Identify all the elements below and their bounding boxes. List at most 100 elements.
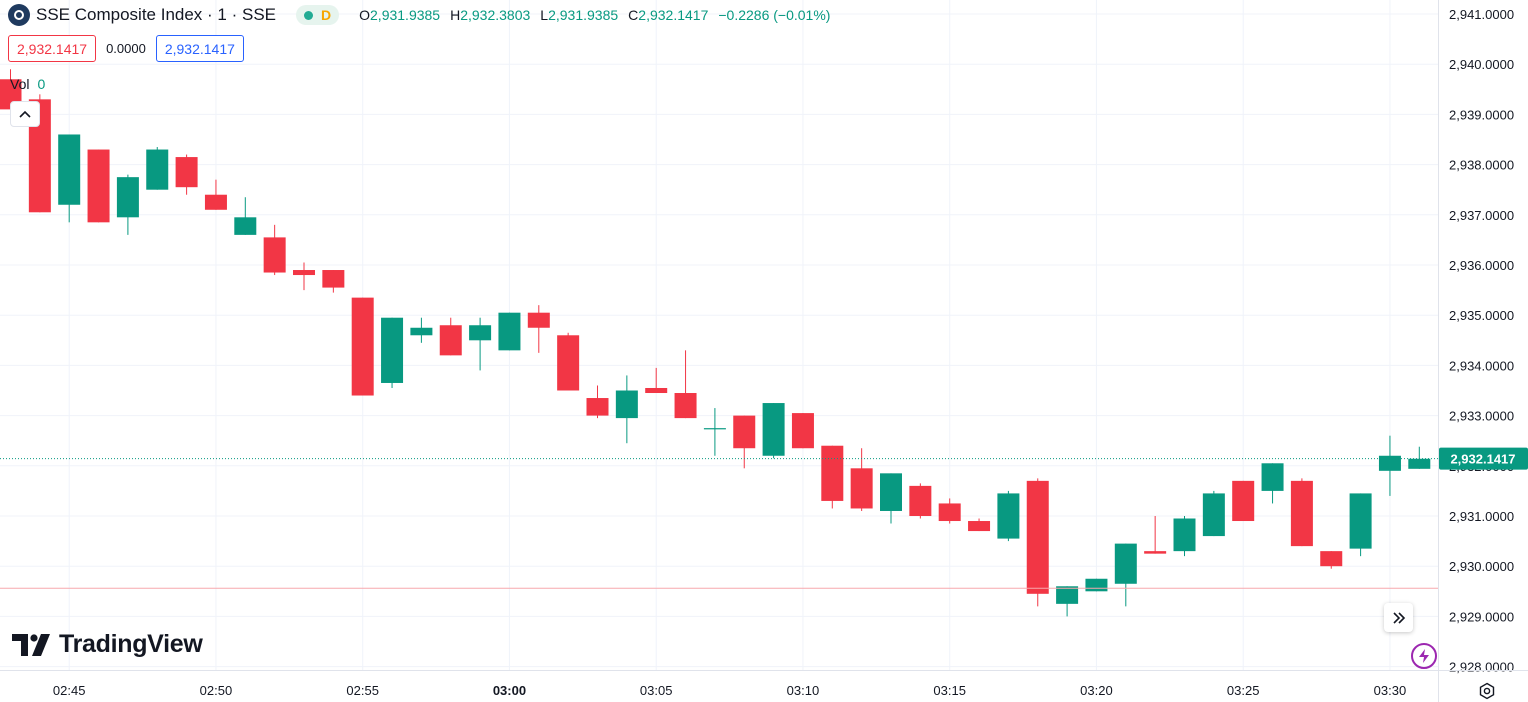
candle: [909, 483, 932, 519]
candle: [1408, 446, 1431, 469]
candle-body: [1261, 463, 1284, 491]
candle-body: [1056, 586, 1079, 604]
y-tick-label: 2,941.0000: [1449, 7, 1514, 22]
lightning-bolt-button[interactable]: [1411, 643, 1437, 669]
volume-label: Vol: [10, 76, 30, 92]
y-tick-label: 2,935.0000: [1449, 308, 1514, 323]
candle: [1114, 543, 1137, 607]
candle-body: [146, 149, 169, 190]
candle: [146, 147, 169, 190]
candle-body: [1173, 518, 1196, 552]
candle: [439, 317, 462, 356]
y-tick-label: 2,933.0000: [1449, 409, 1514, 424]
candle-body: [968, 521, 991, 532]
candle-body: [263, 237, 286, 273]
candle-body: [1114, 543, 1137, 584]
candle: [527, 305, 550, 353]
candle: [175, 154, 198, 195]
tradingview-logo[interactable]: TradingView: [12, 630, 203, 659]
candle-body: [615, 390, 638, 419]
candle: [293, 262, 315, 291]
x-tick-label: 03:30: [1374, 683, 1407, 698]
candle: [733, 415, 756, 469]
y-tick-label: 2,934.0000: [1449, 358, 1514, 373]
candle-body: [557, 335, 580, 391]
candle-body: [351, 297, 374, 396]
tradingview-logo-text: TradingView: [59, 630, 203, 658]
candle: [116, 174, 139, 235]
buy-button[interactable]: 2,932.1417: [155, 35, 244, 62]
candle: [1026, 478, 1049, 607]
x-tick-label: 02:45: [53, 683, 86, 698]
chart-settings-button[interactable]: [1477, 681, 1497, 701]
symbol-title[interactable]: SSE Composite Index · 1 · SSE: [36, 5, 276, 24]
collapse-legend-button[interactable]: [10, 101, 40, 127]
sell-button[interactable]: 2,932.1417: [8, 35, 97, 62]
y-tick-label: 2,930.0000: [1449, 559, 1514, 574]
price-lines: [0, 458, 1438, 589]
sse-logo-icon[interactable]: [8, 4, 30, 26]
candle-body: [1290, 480, 1313, 547]
candle: [674, 350, 697, 419]
candle-body: [527, 312, 550, 328]
grid: [0, 0, 1438, 670]
double-chevron-right-icon: [1392, 611, 1405, 624]
candle-body: [28, 99, 51, 213]
y-tick-label: 2,939.0000: [1449, 107, 1514, 122]
y-tick-label: 2,940.0000: [1449, 57, 1514, 72]
candle-body: [850, 468, 873, 509]
last-price-label-bg: [1439, 447, 1528, 470]
high-label: H: [450, 7, 461, 23]
candle-body: [439, 325, 462, 356]
candle-body: [674, 393, 697, 419]
candle: [1144, 516, 1167, 554]
last-price-label: 2,932.1417: [1450, 452, 1515, 467]
candle-body: [381, 317, 404, 383]
scroll-to-realtime-button[interactable]: [1384, 603, 1413, 632]
candle: [615, 375, 638, 444]
candle-body: [1408, 458, 1431, 469]
candle: [1261, 463, 1284, 504]
candle-body: [1144, 551, 1167, 554]
candle-body: [1085, 578, 1108, 592]
y-tick-label: 2,929.0000: [1449, 609, 1514, 624]
candle: [586, 385, 609, 419]
open-label: O: [359, 7, 371, 23]
trade-buttons: 2,932.1417 0.0000 2,932.1417: [8, 35, 244, 62]
candle: [1056, 586, 1079, 617]
candle: [880, 473, 902, 524]
ohlc-values: O2,931.9385 H2,932.3803 L2,931.9385 C2,932.…: [359, 7, 830, 23]
candle-body: [234, 217, 257, 235]
x-tick-label: 03:00: [493, 683, 526, 698]
gear-icon: [1479, 682, 1495, 700]
candle: [1290, 478, 1313, 547]
candle: [1320, 551, 1343, 569]
market-open-dot-icon: [304, 10, 313, 20]
volume-legend[interactable]: Vol 0: [10, 76, 45, 92]
candle: [322, 270, 345, 293]
candle-body: [997, 493, 1020, 539]
change-value: −0.2286 (−0.01%): [718, 7, 831, 23]
y-tick-label: 2,936.0000: [1449, 258, 1514, 273]
candle-body: [909, 485, 932, 516]
candle: [1202, 490, 1225, 537]
x-tick-label: 03:05: [640, 683, 673, 698]
candle-body: [733, 415, 756, 449]
x-tick-label: 02:50: [200, 683, 233, 698]
candle: [87, 149, 110, 223]
candle: [498, 312, 521, 351]
candle-body: [322, 270, 345, 288]
x-tick-label: 02:55: [346, 683, 379, 698]
low-value: 2,931.9385: [548, 7, 619, 23]
low-label: L: [540, 7, 549, 23]
y-tick-label: 2,931.0000: [1449, 509, 1514, 524]
candle: [968, 518, 991, 532]
chevron-up-icon: [19, 110, 31, 118]
market-status-badge[interactable]: D: [296, 5, 340, 25]
candle-body: [1349, 493, 1372, 549]
candle-body: [293, 270, 315, 276]
candle: [850, 448, 873, 511]
candle-body: [204, 194, 227, 210]
